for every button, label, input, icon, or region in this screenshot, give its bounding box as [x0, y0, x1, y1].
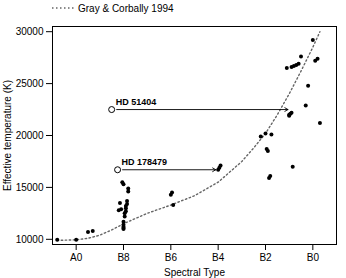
svg-text:15000: 15000: [16, 182, 44, 193]
svg-text:HD 178479: HD 178479: [122, 157, 168, 167]
svg-text:B2: B2: [259, 252, 272, 263]
svg-text:25000: 25000: [16, 78, 44, 89]
html-text:Gray & Corbally 1994: Gray & Corbally 1994: [78, 2, 174, 14]
svg-text:HD 51404: HD 51404: [116, 97, 157, 107]
svg-text:B4: B4: [212, 252, 225, 263]
svg-text:B8: B8: [117, 252, 130, 263]
svg-text:Effective temperature (K): Effective temperature (K): [2, 80, 13, 191]
svg-text:10000: 10000: [16, 234, 44, 245]
svg-text:A0: A0: [70, 252, 83, 263]
svg-text:20000: 20000: [16, 130, 44, 141]
svg-text:Spectral Type: Spectral Type: [164, 267, 225, 278]
svg-text:B6: B6: [165, 252, 178, 263]
svg-text:B0: B0: [307, 252, 320, 263]
svg-text:30000: 30000: [16, 26, 44, 37]
